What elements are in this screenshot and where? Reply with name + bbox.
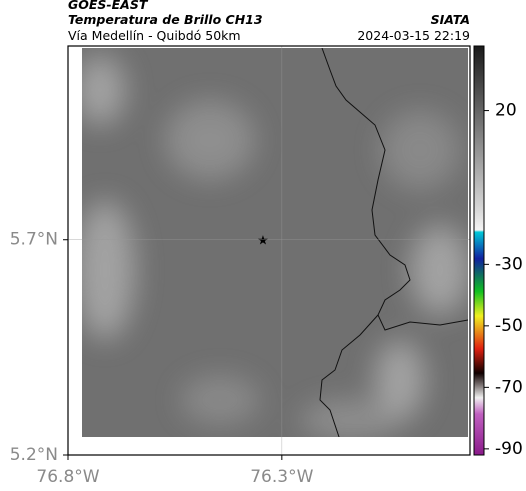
route: Vía Medellín - Quibdó 50km bbox=[68, 28, 241, 43]
title: GOES-EAST bbox=[68, 0, 149, 12]
colorbar-tick-label: -50 bbox=[495, 316, 523, 336]
x-tick-label: 76.3°W bbox=[250, 467, 313, 487]
y-tick-label: 5.2°N bbox=[10, 445, 58, 465]
map-frame bbox=[67, 45, 471, 456]
y-tick-label: 5.7°N bbox=[10, 230, 58, 250]
colorbar-tick-label: -70 bbox=[495, 377, 523, 397]
colorbar bbox=[473, 45, 485, 456]
location-marker: ★ bbox=[257, 234, 269, 249]
colorbar-tick-label: -90 bbox=[495, 439, 523, 459]
timestamp: 2024-03-15 22:19 bbox=[357, 28, 470, 43]
satellite-image: ★ bbox=[82, 48, 468, 437]
source: SIATA bbox=[431, 12, 470, 27]
colorbar-tick-label: -30 bbox=[495, 254, 523, 274]
x-tick-label: 76.8°W bbox=[36, 467, 99, 487]
colorbar-tick-label: 20 bbox=[495, 101, 517, 121]
subtitle: Temperatura de Brillo CH13 bbox=[68, 12, 263, 27]
